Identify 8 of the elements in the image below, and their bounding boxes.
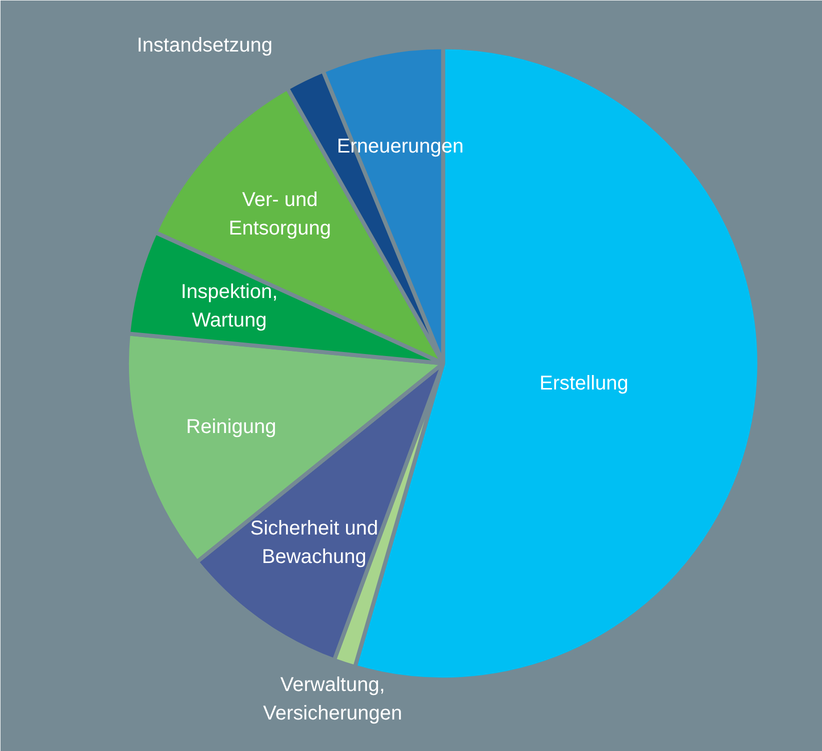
slice-label: Inspektion, Wartung bbox=[180, 281, 278, 332]
slice-label: Erstellung bbox=[539, 372, 628, 394]
slice-label: Ver- und Entsorgung bbox=[228, 188, 332, 240]
slice-label: Reinigung bbox=[186, 416, 276, 438]
slice-label: Erneuerungen bbox=[336, 136, 464, 158]
slice-label: Instandsetzung bbox=[136, 34, 273, 57]
slice-label: Verwaltung, Versicherungen bbox=[263, 674, 402, 724]
slice-label: Sicherheit und Bewachung bbox=[250, 518, 378, 568]
